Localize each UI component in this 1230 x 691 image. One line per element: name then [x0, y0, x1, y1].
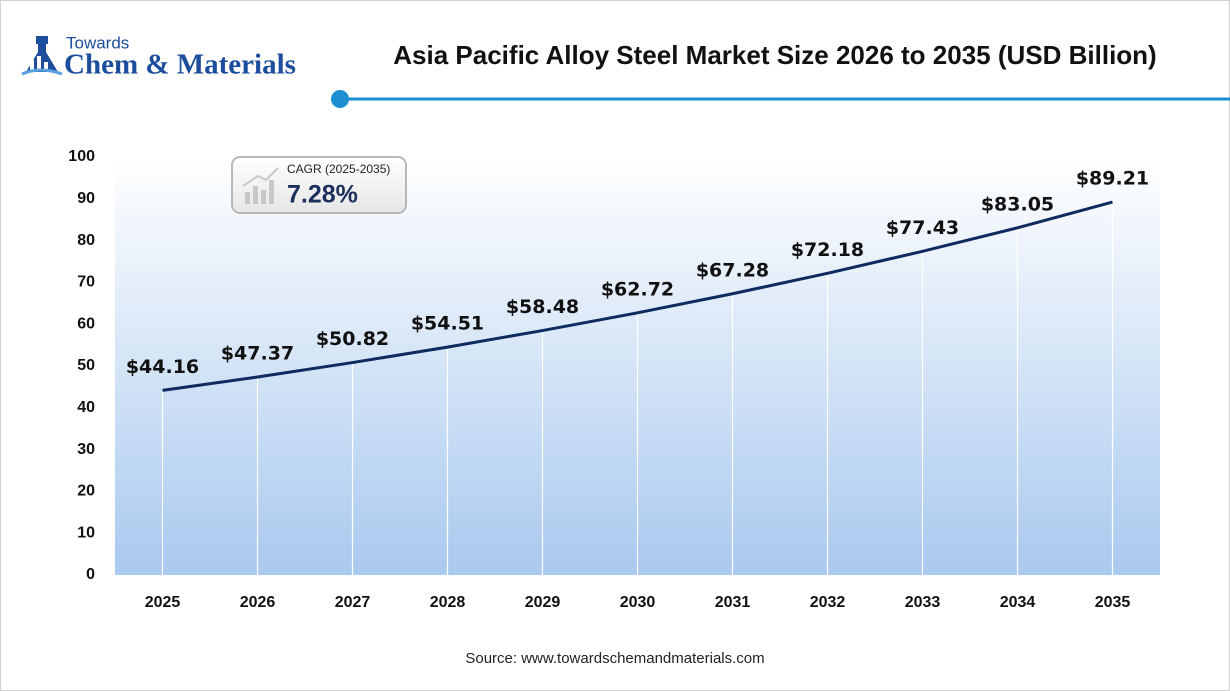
source: Source: www.towardschemandmaterials.com: [465, 650, 764, 667]
value-label: $62.72: [601, 278, 674, 300]
x-tick-label: 2033: [905, 594, 941, 611]
value-label: $89.21: [1076, 168, 1149, 190]
y-tick-label: 60: [77, 315, 95, 332]
value-label: $54.51: [411, 313, 484, 335]
x-tick-label: 2035: [1095, 594, 1131, 611]
x-tick-label: 2027: [335, 594, 371, 611]
value-label: $77.43: [886, 217, 959, 239]
value-label: $50.82: [316, 328, 389, 350]
cagr-icon: [242, 167, 279, 204]
title-rule-dot: [331, 90, 349, 108]
value-label: $44.16: [126, 356, 199, 378]
data-line: [162, 200, 1113, 392]
y-tick-label: 80: [77, 232, 95, 249]
x-tick-label: 2031: [715, 594, 751, 611]
x-tick-label: 2029: [525, 594, 561, 611]
y-tick-label: 50: [77, 357, 95, 374]
y-tick-label: 90: [77, 190, 95, 207]
x-tick-label: 2025: [145, 594, 181, 611]
y-tick-label: 40: [77, 399, 95, 416]
x-tick-label: 2026: [240, 594, 276, 611]
x-tick-label: 2032: [810, 594, 846, 611]
brand-large: Chem & Materials: [64, 49, 296, 81]
x-tick-label: 2030: [620, 594, 656, 611]
logo: [21, 36, 63, 76]
value-label: $47.37: [221, 342, 294, 364]
value-label: $67.28: [696, 259, 769, 281]
x-tick-label: 2034: [1000, 594, 1036, 611]
cagr-label: CAGR (2025-2035): [287, 162, 390, 176]
value-label: $83.05: [981, 193, 1054, 215]
y-tick-label: 10: [77, 524, 95, 541]
x-tick-label: 2028: [430, 594, 466, 611]
y-tick-label: 30: [77, 441, 95, 458]
y-tick-label: 100: [68, 148, 95, 165]
value-label: $72.18: [791, 239, 864, 261]
value-label: $58.48: [506, 296, 579, 318]
cagr-value: 7.28%: [287, 181, 358, 209]
y-tick-label: 20: [77, 483, 95, 500]
y-tick-label: 70: [77, 274, 95, 291]
y-tick-label: 0: [86, 566, 95, 583]
brand-small: Towards: [66, 33, 129, 52]
chart-title: Asia Pacific Alloy Steel Market Size 202…: [393, 40, 1156, 70]
